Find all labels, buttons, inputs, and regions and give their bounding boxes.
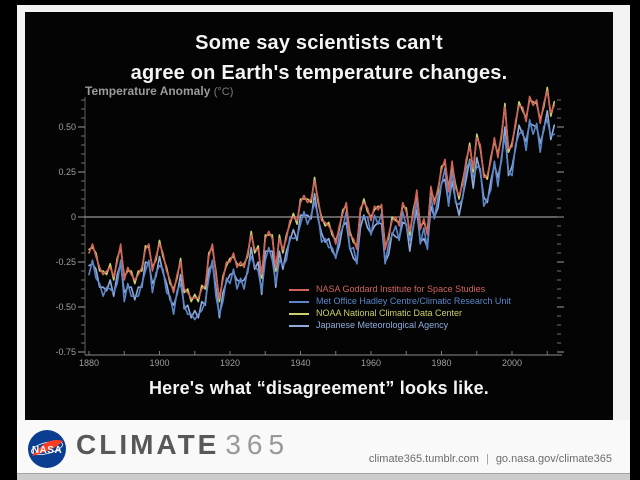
legend-label: NOAA National Climatic Data Center (316, 308, 463, 318)
brand-climate: CLIMATE (76, 429, 220, 460)
legend-item: NOAA National Climatic Data Center (289, 309, 511, 318)
nasa-url: go.nasa.gov/climate365 (495, 453, 612, 465)
legend-item: Japanese Meteorological Agency (289, 321, 511, 330)
x-tick-label: 1880 (79, 358, 99, 368)
headline-line-2: agree on Earth's temperature changes. (130, 62, 508, 84)
series-line-0 (88, 90, 556, 299)
brand-title: CLIMATE 365 (76, 429, 290, 461)
legend-swatch (289, 324, 309, 327)
footer-bar: NASA CLIMATE 365 climate365.tumblr.com | go… (17, 420, 630, 473)
legend-label: Met Office Hadley Centre/Climatic Resear… (316, 296, 511, 306)
legend-item: NASA Goddard Institute for Space Studies (289, 285, 511, 294)
series-line-3 (88, 110, 556, 319)
tagline: Here's what “disagreement” looks like. (148, 378, 489, 398)
y-tick-label: 0.25 (58, 167, 76, 177)
x-tick-label: 1900 (149, 358, 169, 368)
legend-label: NASA Goddard Institute for Space Studies (316, 284, 486, 294)
series-line-1 (88, 119, 556, 321)
legend-item: Met Office Hadley Centre/Climatic Resear… (289, 297, 511, 306)
axis-title-text: Temperature Anomaly (85, 84, 211, 98)
y-tick-label: -0.75 (55, 347, 76, 357)
legend-label: Japanese Meteorological Agency (316, 320, 449, 330)
chart-legend: NASA Goddard Institute for Space Studies… (289, 285, 511, 333)
legend-swatch (289, 312, 309, 315)
chart-axis-title: Temperature Anomaly (°C) (85, 84, 233, 98)
y-tick-label: -0.50 (55, 302, 76, 312)
legend-swatch (289, 300, 309, 303)
url-separator: | (485, 453, 489, 465)
x-tick-label: 2000 (502, 358, 522, 368)
brand-365: 365 (225, 429, 291, 460)
nasa-logo-icon: NASA (28, 430, 66, 468)
series-line-2 (88, 86, 556, 303)
svg-text:NASA: NASA (32, 445, 62, 456)
y-tick-label: -0.25 (55, 257, 76, 267)
tumblr-url: climate365.tumblr.com (368, 453, 479, 465)
footer-links: climate365.tumblr.com | go.nasa.gov/climat… (369, 453, 612, 465)
y-tick-label: 0 (71, 212, 76, 222)
x-tick-label: 1920 (220, 358, 240, 368)
axis-title-unit: (°C) (213, 86, 234, 98)
headline-line-1: Some say scientists can't (195, 32, 443, 54)
x-tick-label: 1980 (431, 358, 451, 368)
headline: Some say scientists can't agree on Earth… (25, 28, 613, 88)
y-tick-label: 0.50 (58, 122, 76, 132)
slide-bottom-edge (17, 473, 630, 480)
x-tick-label: 1940 (290, 358, 310, 368)
x-tick-label: 1960 (361, 358, 381, 368)
legend-swatch (289, 288, 309, 291)
